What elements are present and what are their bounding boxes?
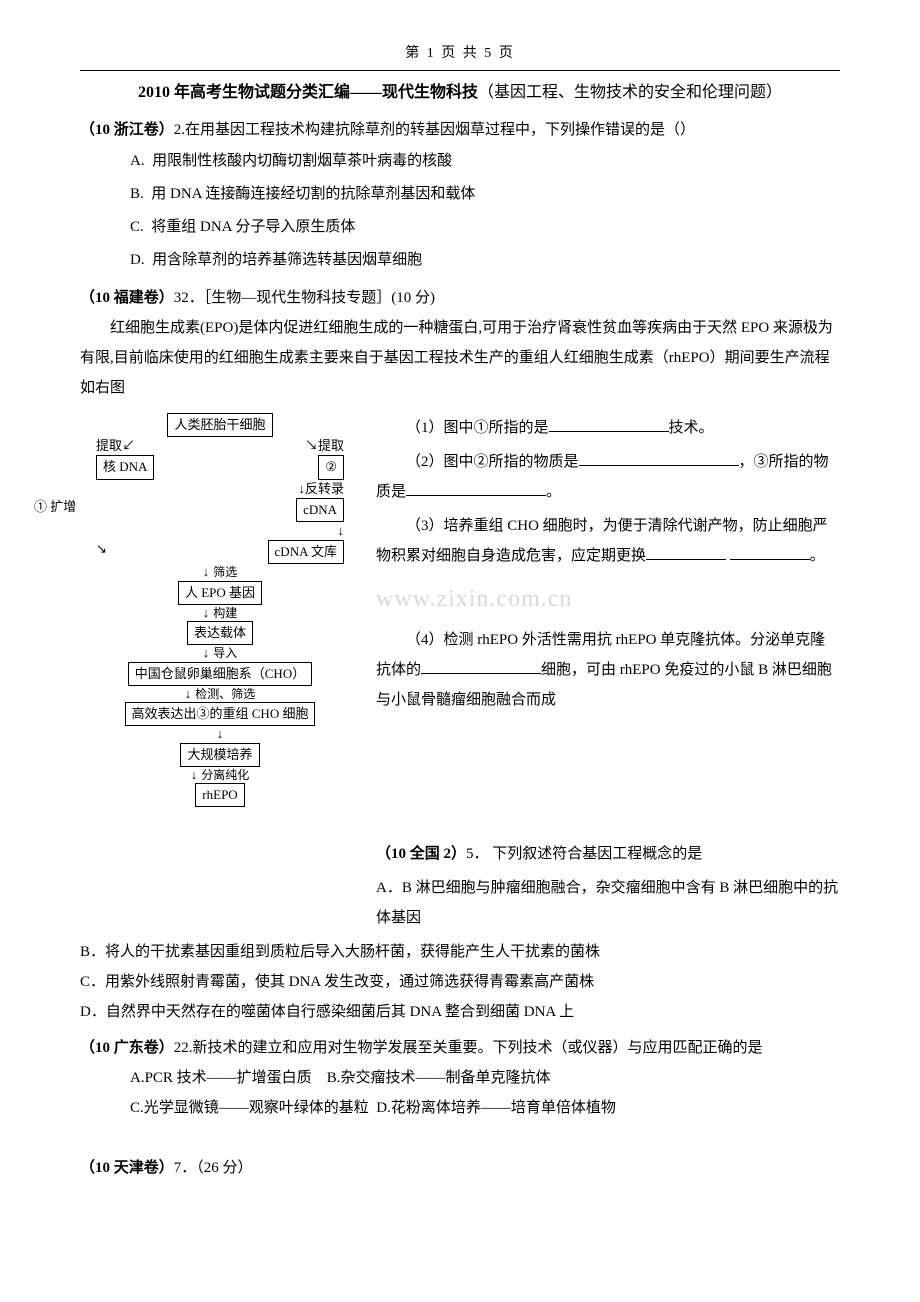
q4-choice-b: B.杂交瘤技术——制备单克隆抗体 <box>327 1070 551 1086</box>
q3-head: （10 全国 2）5． 下列叙述符合基因工程概念的是 <box>376 839 840 869</box>
flow-row6: ↘ cDNA 文库 <box>80 540 360 564</box>
q1-stem: 在用基因工程技术构建抗除草剂的转基因烟草过程中，下列操作错误的是（） <box>185 122 695 138</box>
q3-num: 5． <box>466 846 489 862</box>
flow-build: ↓构建 <box>80 605 360 621</box>
flow-vector: 表达载体 <box>187 621 253 645</box>
q4-choice-a: A.PCR 技术——扩增蛋白质 <box>130 1070 312 1086</box>
question-4: （10 广东卷）22.新技术的建立和应用对生物学发展至关重要。下列技术（或仪器）… <box>80 1033 840 1123</box>
flow-epo-gene: 人 EPO 基因 <box>178 581 262 605</box>
flow-row5: ↓ <box>80 522 360 540</box>
flowchart: 人类胚胎干细胞 提取↙ ↘提取 核 DNA ② ↓反转录 ① 扩增 cDNA <box>80 413 360 807</box>
q4-source: （10 广东卷） <box>80 1040 174 1056</box>
flow-row4: ① 扩增 cDNA <box>80 498 360 522</box>
flow-row2: 核 DNA ② <box>80 455 360 479</box>
blank <box>549 415 669 433</box>
q4-row2: C.光学显微镜——观察叶绿体的基粒 D.花粉离体培养——培育单倍体植物 <box>80 1093 840 1123</box>
flow-arrow-mass: ↓ <box>80 726 360 742</box>
flow-final: rhEPO <box>195 783 244 807</box>
q2-sub1: （1）图中①所指的是技术。 <box>376 413 840 443</box>
q1-head: （10 浙江卷）2.在用基因工程技术构建抗除草剂的转基因烟草过程中，下列操作错误… <box>80 115 840 145</box>
flow-row3: ↓反转录 <box>80 480 360 498</box>
flow-extract-r: ↘提取 <box>305 437 344 455</box>
title-rest: （基因工程、生物技术的安全和伦理问题） <box>478 84 782 101</box>
flow-cdnalib: cDNA 文库 <box>268 540 344 564</box>
blank <box>421 657 541 675</box>
q2-num: 32． <box>174 290 204 306</box>
q1-num: 2. <box>174 122 185 138</box>
page-title: 2010 年高考生物试题分类汇编——现代生物科技（基因工程、生物技术的安全和伦理… <box>80 77 840 109</box>
q2-source: （10 福建卷） <box>80 290 174 306</box>
q3-choice-d: D．自然界中天然存在的噬菌体自行感染细菌后其 DNA 整合到细菌 DNA 上 <box>80 997 840 1027</box>
flow-cho: 中国仓鼠卵巢细胞系（CHO） <box>128 662 312 686</box>
flow-extract-l: 提取↙ <box>96 437 135 455</box>
q3-choice-c: C．用紫外线照射青霉菌，使其 DNA 发生改变，通过筛选获得青霉素高产菌株 <box>80 967 840 997</box>
q2-side-text: （1）图中①所指的是技术。 （2）图中②所指的物质是，③所指的物质是。 （3）培… <box>376 413 840 937</box>
blank <box>646 543 726 561</box>
flow-expr: 高效表达出③的重组 CHO 细胞 <box>125 702 316 726</box>
flow-revtrans: ↓反转录 <box>298 480 344 498</box>
q2-flow-row: 人类胚胎干细胞 提取↙ ↘提取 核 DNA ② ↓反转录 ① 扩增 cDNA <box>80 413 840 937</box>
flow-arrow-cdnalib: ↓ <box>338 522 345 540</box>
q2-sub2: （2）图中②所指的物质是，③所指的物质是。 <box>376 447 840 507</box>
q4-num: 22. <box>174 1040 193 1056</box>
question-5: （10 天津卷）7．（26 分） <box>80 1153 840 1183</box>
q4-choice-c: C.光学显微镜——观察叶绿体的基粒 <box>130 1100 369 1116</box>
watermark: www.zixin.com.cn <box>376 575 840 623</box>
blank <box>730 543 810 561</box>
q2-head: （10 福建卷）32．［生物—现代生物科技专题］(10 分) <box>80 283 840 313</box>
q1-choice-b: B. 用 DNA 连接酶连接经切割的抗除草剂基因和载体 <box>130 178 840 211</box>
q3-stem: 下列叙述符合基因工程概念的是 <box>492 846 702 862</box>
flow-mass: 大规模培养 <box>180 743 259 767</box>
q2-stem-title: ［生物—现代生物科技专题］(10 分) <box>204 290 435 306</box>
q4-head: （10 广东卷）22.新技术的建立和应用对生物学发展至关重要。下列技术（或仪器）… <box>80 1033 840 1063</box>
flow-detect: ↓检测、筛选 <box>80 686 360 702</box>
flow-purify: ↓分离纯化 <box>80 767 360 783</box>
blank <box>579 449 739 467</box>
page-number: 第 1 页 共 5 页 <box>80 40 840 70</box>
q3-continued: B．将人的干扰素基因重组到质粒后导入大肠杆菌，获得能产生人干扰素的菌株 C．用紫… <box>80 937 840 1027</box>
question-2: （10 福建卷）32．［生物—现代生物科技专题］(10 分) 红细胞生成素(EP… <box>80 283 840 937</box>
blank <box>406 479 546 497</box>
q4-choice-d: D.花粉离体培养——培育单倍体植物 <box>376 1100 616 1116</box>
flow-top: 人类胚胎干细胞 <box>167 413 272 437</box>
q2-sub4: （4）检测 rhEPO 外活性需用抗 rhEPO 单克隆抗体。分泌单克隆抗体的细… <box>376 625 840 715</box>
q1-choice-a: A. 用限制性核酸内切酶切割烟草茶叶病毒的核酸 <box>130 145 840 178</box>
title-bold: 2010 年高考生物试题分类汇编——现代生物科技 <box>138 84 478 101</box>
flow-cdna: cDNA <box>296 498 344 522</box>
flow-amplify-left: ① 扩增 <box>34 498 76 516</box>
q2-sub3: （3）培养重组 CHO 细胞时，为便于清除代谢产物，防止细胞严物积累对细胞自身造… <box>376 511 840 571</box>
q1-b-text: 用 DNA 连接酶连接经切割的抗除草剂基因和载体 <box>151 186 475 202</box>
q3-choice-a: A．B 淋巴细胞与肿瘤细胞融合，杂交瘤细胞中含有 B 淋巴细胞中的抗体基因 <box>376 873 840 933</box>
q3-source: （10 全国 2） <box>376 846 466 862</box>
flow-right-circle: ② <box>318 455 344 479</box>
question-1: （10 浙江卷）2.在用基因工程技术构建抗除草剂的转基因烟草过程中，下列操作错误… <box>80 115 840 277</box>
q1-choice-c: C. 将重组 DNA 分子导入原生质体 <box>130 211 840 244</box>
q1-choices: A. 用限制性核酸内切酶切割烟草茶叶病毒的核酸 B. 用 DNA 连接酶连接经切… <box>80 145 840 277</box>
flow-import: ↓导入 <box>80 645 360 661</box>
q3-choice-b: B．将人的干扰素基因重组到质粒后导入大肠杆菌，获得能产生人干扰素的菌株 <box>80 937 840 967</box>
q5-stem: 7．（26 分） <box>174 1160 253 1176</box>
q1-source: （10 浙江卷） <box>80 122 174 138</box>
q2-para: 红细胞生成素(EPO)是体内促进红细胞生成的一种糖蛋白,可用于治疗肾衰性贫血等疾… <box>80 313 840 403</box>
flow-split-top: 提取↙ ↘提取 <box>80 437 360 455</box>
q1-d-text: 用含除草剂的培养基筛选转基因烟草细胞 <box>152 252 422 268</box>
top-rule <box>80 70 840 71</box>
q4-stem: 新技术的建立和应用对生物学发展至关重要。下列技术（或仪器）与应用匹配正确的是 <box>193 1040 763 1056</box>
q4-row1: A.PCR 技术——扩增蛋白质 B.杂交瘤技术——制备单克隆抗体 <box>80 1063 840 1093</box>
q5-source: （10 天津卷） <box>80 1160 174 1176</box>
q1-choice-d: D. 用含除草剂的培养基筛选转基因烟草细胞 <box>130 244 840 277</box>
q1-a-text: 用限制性核酸内切酶切割烟草茶叶病毒的核酸 <box>152 153 452 169</box>
flow-screen: ↓筛选 <box>80 564 360 580</box>
q1-c-text: 将重组 DNA 分子导入原生质体 <box>151 219 355 235</box>
flow-left-box: 核 DNA <box>96 455 154 479</box>
